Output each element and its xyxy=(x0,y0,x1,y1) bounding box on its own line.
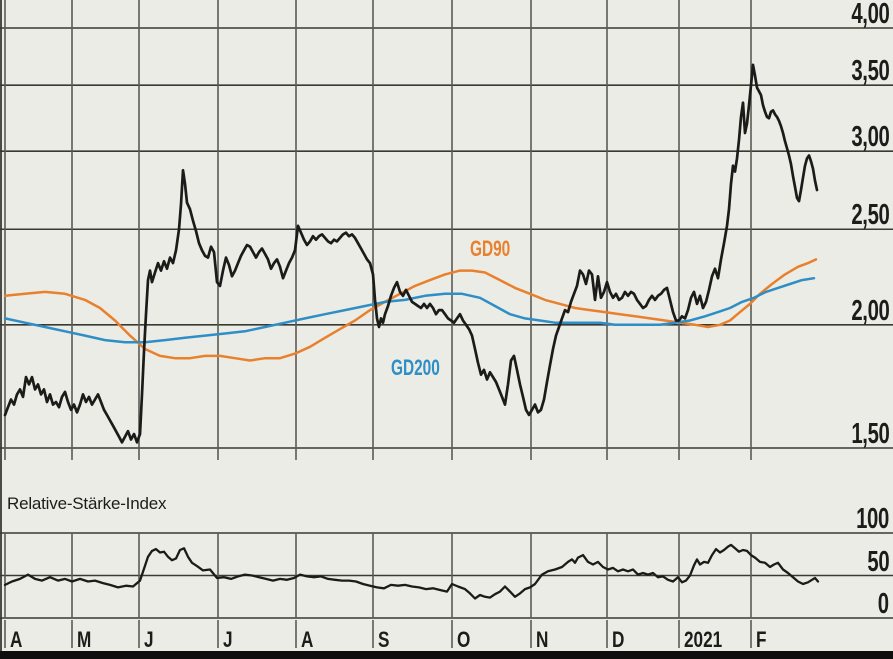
month-label: A xyxy=(10,627,23,652)
price-axis-label: 3,50 xyxy=(850,55,889,88)
gd200-label: GD200 xyxy=(391,355,440,380)
price-axis-label: 4,00 xyxy=(850,0,889,30)
rsi-title: Relative-Stärke-Index xyxy=(7,494,167,513)
gd90-label: GD90 xyxy=(470,236,511,261)
month-label: S xyxy=(378,627,390,652)
rsi-axis-label: 50 xyxy=(867,545,889,578)
rsi-axis-label: 100 xyxy=(856,503,889,535)
rsi-line xyxy=(3,543,820,600)
month-label: D xyxy=(612,627,625,652)
month-label: J xyxy=(223,627,233,652)
price-axis-label: 1,50 xyxy=(850,417,889,450)
price-axis-label: 2,50 xyxy=(850,199,889,232)
month-label: O xyxy=(457,627,471,652)
month-label: M xyxy=(77,627,92,652)
bottom-bar xyxy=(0,651,893,659)
price-line xyxy=(3,63,819,444)
gd90-line xyxy=(3,258,818,362)
month-label: J xyxy=(144,627,154,652)
month-label: 2021 xyxy=(684,627,723,652)
month-label: N xyxy=(536,627,549,652)
price-axis-label: 2,00 xyxy=(850,294,889,327)
month-label: A xyxy=(301,627,314,652)
price-axis-label: 3,00 xyxy=(850,121,889,154)
month-label: F xyxy=(756,627,767,652)
gd200-line xyxy=(3,276,816,344)
rsi-axis-label: 0 xyxy=(878,588,889,620)
